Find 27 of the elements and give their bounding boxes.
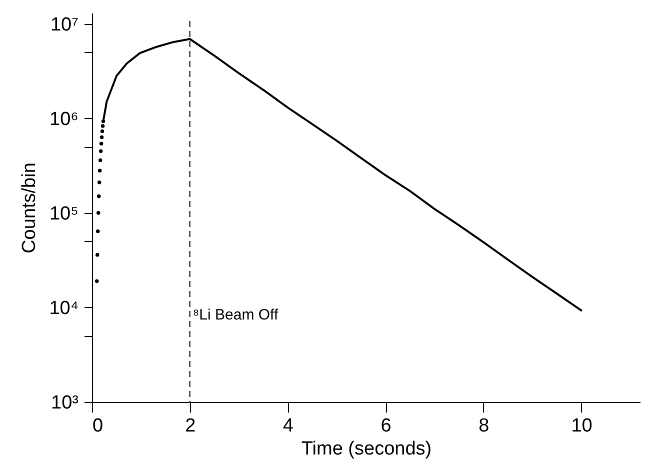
point (96, 211, 100, 215)
point (100, 124, 105, 128)
ref-line-label: ⁸Li Beam Off (192, 306, 279, 324)
y-tick-label: 10³ (51, 392, 78, 414)
x-tick-label: 8 (478, 416, 490, 436)
point (100, 135, 104, 140)
x-tick-label: 6 (380, 416, 392, 436)
point (95, 279, 99, 283)
point (97, 180, 102, 184)
x-axis-title: Time (seconds) (301, 438, 432, 460)
y-tick-label: 10⁵ (49, 203, 78, 224)
y-tick-label: 10⁷ (50, 14, 79, 36)
y-axis-title: Counts/bin (19, 162, 40, 254)
point (96, 229, 100, 234)
x-tick-label: 4 (282, 416, 294, 436)
point (99, 142, 104, 146)
point (98, 149, 103, 153)
y-tick-label: 10⁴ (49, 298, 78, 319)
x-tick-label: 10 (571, 416, 592, 436)
x-tick-label: 2 (185, 416, 196, 436)
point (98, 168, 102, 172)
y-tick-label: 10⁶ (50, 108, 78, 130)
point (100, 129, 104, 134)
point (96, 194, 101, 198)
point (96, 252, 100, 257)
point (98, 158, 102, 162)
x-tick-label: 0 (92, 416, 104, 436)
